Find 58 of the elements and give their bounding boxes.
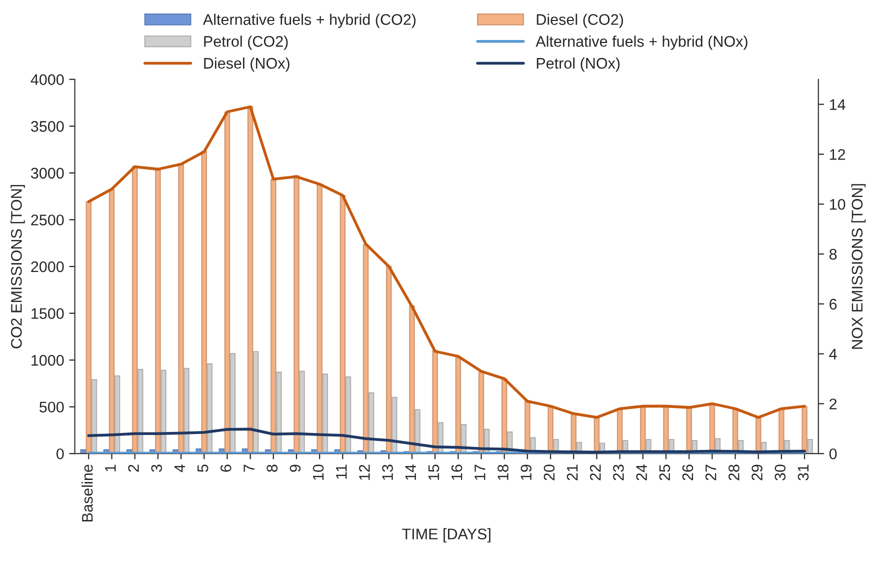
y-tick-label: 1500 xyxy=(32,308,64,319)
y2-tick-label: 8 xyxy=(829,248,837,260)
x-tick-label: 29 xyxy=(752,464,762,480)
x-tick-label: 20 xyxy=(544,464,555,480)
x-tick-label: 15 xyxy=(428,464,440,480)
x-tick-label: 8 xyxy=(266,464,278,472)
y2-tick-label: 12 xyxy=(830,149,846,160)
x-tick-label: 22 xyxy=(590,464,601,480)
x-tick-label: 17 xyxy=(474,464,486,480)
x-tick-label: 12 xyxy=(359,464,370,480)
y-tick-label: 2500 xyxy=(31,214,64,226)
x-tick-label: 26 xyxy=(682,464,694,480)
x-tick-label: 1 xyxy=(105,464,116,472)
x-tick-label: 11 xyxy=(336,464,347,479)
x-tick-label: 27 xyxy=(705,464,716,480)
x-tick-label: 5 xyxy=(198,464,208,472)
y-tick-label: 3000 xyxy=(30,168,64,179)
y2-tick-label: 2 xyxy=(830,398,837,410)
x-tick-label: 31 xyxy=(798,464,809,480)
x-axis-title: TIME [DAYS] xyxy=(402,528,490,542)
x-tick-label: 25 xyxy=(659,464,670,480)
x-tick-label: 24 xyxy=(636,464,647,480)
y2-tick-label: 4 xyxy=(829,348,837,360)
x-tick-label: Baseline xyxy=(82,464,93,522)
y-tick-label: 2000 xyxy=(31,261,64,272)
y-tick-label: 1000 xyxy=(32,354,64,366)
legend-label: Diesel (CO2) xyxy=(536,14,623,28)
x-tick-label: 16 xyxy=(451,464,462,480)
y-tick-label: 4000 xyxy=(30,74,64,86)
y2-tick-label: 10 xyxy=(830,198,846,210)
x-tick-label: 7 xyxy=(244,464,254,472)
x-tick-label: 21 xyxy=(566,464,578,480)
x-tick-label: 3 xyxy=(151,464,162,472)
legend-label: Diesel (NOx) xyxy=(204,58,290,72)
x-tick-label: 4 xyxy=(174,464,185,472)
x-tick-label: 30 xyxy=(774,464,786,480)
legend-label: Alternative fuels + hybrid (NOx) xyxy=(536,36,748,50)
y-axis-title: CO2 EMISSIONS [TON] xyxy=(10,184,25,348)
legend-label: Petrol (NOx) xyxy=(536,58,620,72)
legend-label: Alternative fuels + hybrid (CO2) xyxy=(202,14,416,28)
x-tick-label: 18 xyxy=(498,464,508,480)
y-tick-label: 500 xyxy=(40,402,64,413)
x-tick-label: 14 xyxy=(405,464,416,480)
y2-axis-title: NOX EMISSIONS [TON] xyxy=(851,184,866,349)
y2-tick-label: 14 xyxy=(830,99,846,110)
x-tick-label: 13 xyxy=(382,464,393,480)
x-tick-label: 2 xyxy=(128,464,139,472)
x-tick-label: 23 xyxy=(613,464,624,480)
y2-tick-label: 0 xyxy=(829,448,837,460)
x-tick-label: 9 xyxy=(290,464,301,472)
legend-label: Petrol (CO2) xyxy=(204,36,288,50)
y-tick-label: 0 xyxy=(56,448,64,460)
x-tick-label: 6 xyxy=(220,464,232,472)
x-tick-label: 19 xyxy=(520,464,532,480)
y2-tick-label: 6 xyxy=(830,298,837,310)
x-tick-label: 28 xyxy=(728,464,740,480)
x-tick-label: 10 xyxy=(312,464,324,480)
y-tick-label: 3500 xyxy=(30,121,64,132)
